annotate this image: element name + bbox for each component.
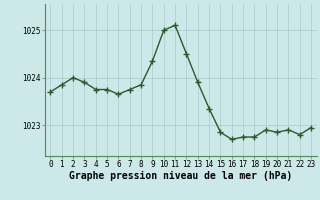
X-axis label: Graphe pression niveau de la mer (hPa): Graphe pression niveau de la mer (hPa) [69, 171, 292, 181]
